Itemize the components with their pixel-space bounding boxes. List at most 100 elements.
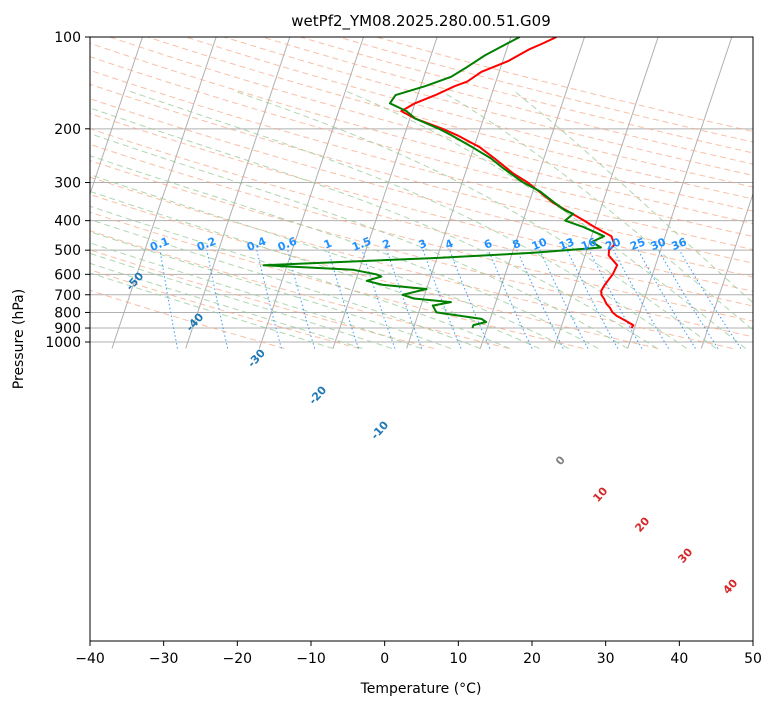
y-tick-label: 700	[54, 288, 81, 304]
mixing-ratio-line	[206, 250, 229, 349]
moist-adiabat-label: 30	[675, 545, 695, 565]
moist-adiabat	[90, 205, 511, 349]
isotherm-line	[627, 37, 733, 349]
mixing-ratio-label: 0.6	[276, 234, 299, 253]
dry-adiabat	[90, 56, 753, 237]
dry-adiabat	[147, 37, 753, 200]
mixing-ratio-label: 10	[530, 235, 549, 253]
moist-adiabat	[90, 155, 599, 349]
x-tick-label: 10	[449, 651, 467, 667]
dry-adiabat	[90, 176, 733, 349]
moist-adiabat	[513, 90, 753, 304]
x-tick-label: 30	[597, 651, 615, 667]
moist-adiabat-label: 40	[720, 576, 740, 596]
mixing-ratio-line	[588, 249, 643, 349]
y-tick-label: 1000	[45, 335, 81, 351]
mixing-ratio-label: 6	[482, 237, 494, 252]
isotherm-line	[185, 37, 291, 349]
mixing-ratio-line	[327, 250, 359, 349]
y-tick-label: 300	[54, 176, 81, 192]
chart-title: wetPf2_YM08.2025.280.00.51.G09	[291, 12, 550, 31]
y-tick-label: 900	[54, 321, 81, 337]
isotherm-line	[479, 37, 585, 349]
moist-adiabat	[90, 107, 658, 349]
moist-adiabat	[90, 133, 628, 349]
y-tick-label: 400	[54, 214, 81, 230]
isotherm-line	[258, 37, 364, 349]
dry-adiabat	[376, 37, 753, 132]
mixing-ratio-label: 2	[380, 237, 392, 252]
isotherm-line	[111, 37, 217, 349]
mixing-ratio-line	[658, 249, 719, 349]
isotherm-line	[332, 37, 438, 349]
dry-adiabat-label: -20	[306, 383, 329, 407]
dry-adiabat	[90, 211, 584, 349]
moist-adiabat	[440, 90, 753, 331]
dry-adiabat	[90, 193, 659, 349]
y-axis-label: Pressure (hPa)	[11, 289, 27, 389]
x-tick-label: 20	[523, 651, 541, 667]
annotation-labels: 0.10.20.40.611.52346810131620253036-100-…	[5, 184, 740, 596]
mixing-ratio-label: 30	[649, 235, 668, 253]
isotherm-line	[700, 192, 753, 349]
series-layer	[262, 37, 635, 329]
y-tick-label: 800	[54, 305, 81, 321]
dry-adiabat	[90, 42, 753, 225]
x-axis-label: Temperature (°C)	[360, 681, 482, 697]
y-tick-label: 100	[54, 30, 81, 46]
x-tick-label: −10	[296, 651, 326, 667]
mixing-ratio-line	[613, 249, 669, 349]
mixing-ratio-line	[287, 250, 316, 349]
moist-adiabat	[90, 190, 540, 349]
background-lines	[90, 37, 753, 349]
mixing-ratio-line	[516, 250, 564, 349]
x-tick-label: −30	[149, 651, 179, 667]
dry-adiabat	[90, 98, 753, 278]
dry-adiabat	[109, 37, 753, 212]
mixing-ratio-label: 20	[604, 235, 623, 253]
y-tick-label: 500	[54, 243, 81, 259]
dry-adiabat-label: -30	[245, 346, 268, 370]
dry-adiabat-label: -70	[5, 184, 28, 208]
moist-adiabat	[90, 174, 569, 349]
mixing-ratio-label: 0.1	[148, 235, 171, 254]
mixing-ratio-line	[256, 250, 282, 349]
dry-adiabat	[261, 37, 753, 165]
dry-adiabat	[90, 143, 753, 322]
dry-adiabat	[90, 160, 753, 338]
mixing-ratio-label: 13	[557, 235, 576, 253]
x-tick-label: 50	[744, 651, 762, 667]
dry-adiabat	[90, 83, 753, 264]
y-tick-label: 200	[54, 122, 81, 138]
mixing-ratio-label: 25	[628, 235, 647, 253]
mixing-ratio-line	[422, 250, 462, 349]
mixing-ratio-label: 16	[579, 235, 598, 253]
x-tick-label: −20	[223, 651, 253, 667]
dry-adiabat	[90, 269, 360, 349]
moist-adiabat-label: 10	[590, 484, 610, 504]
moist-adiabat-label: 0	[553, 453, 568, 468]
dry-adiabat	[90, 289, 285, 349]
x-tick-label: −40	[75, 651, 105, 667]
plot-frame	[89, 36, 754, 642]
mixing-ratio-line	[637, 249, 696, 349]
isotherm-line	[406, 37, 512, 349]
dry-adiabat	[338, 37, 753, 143]
x-tick-label: 40	[670, 651, 688, 667]
moist-adiabat	[90, 242, 422, 349]
mixing-ratio-line	[159, 250, 178, 349]
mixing-ratio-label: 8	[511, 237, 523, 252]
mixing-ratio-line	[539, 249, 589, 349]
moist-adiabat-label: 20	[632, 514, 652, 534]
moist-adiabat	[90, 231, 452, 349]
mixing-ratio-line	[488, 250, 533, 349]
mixing-ratio-line	[678, 249, 742, 349]
y-tick-label: 600	[54, 267, 81, 283]
mixing-ratio-line	[386, 250, 423, 349]
dry-adiabat-label: -40	[183, 310, 206, 334]
mixing-ratio-label: 0.4	[245, 234, 268, 253]
dry-adiabat	[90, 128, 753, 307]
moist-adiabat	[233, 90, 717, 349]
